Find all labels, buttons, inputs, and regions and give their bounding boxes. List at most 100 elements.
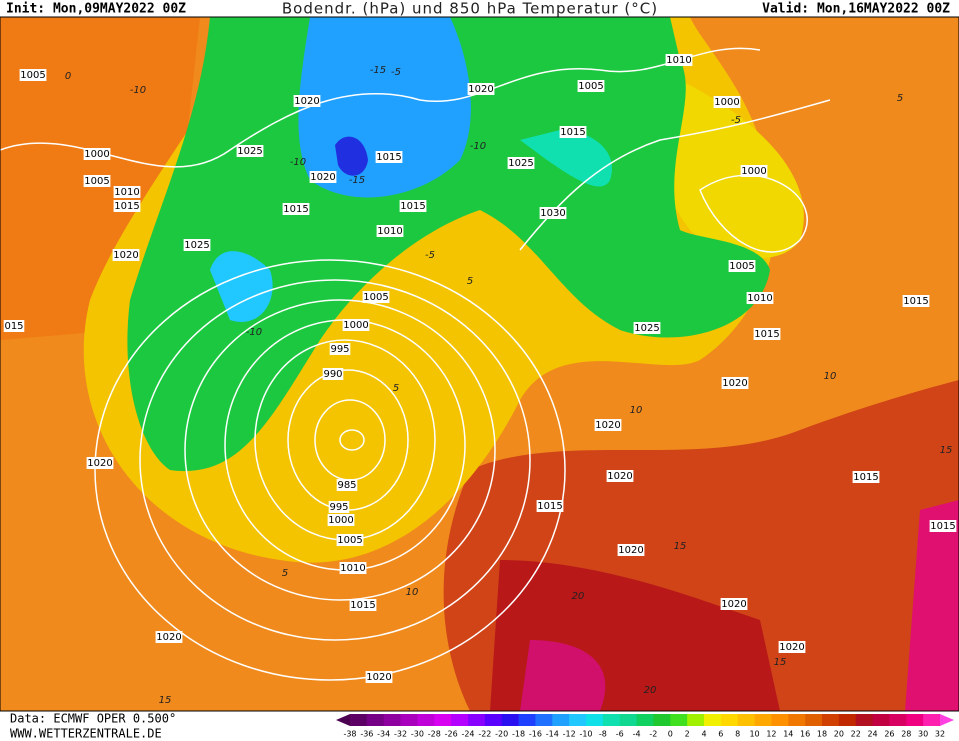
- temperature-label: 5: [897, 93, 903, 104]
- isobar-label: 1015: [903, 296, 928, 307]
- colorbar-segment: [484, 714, 503, 726]
- temperature-label: -10: [470, 141, 486, 152]
- isobar-label-bg: [113, 186, 141, 198]
- isobar-label-bg: [740, 165, 768, 177]
- isobar-label: 1015: [114, 201, 139, 212]
- colorbar-tick-label: -30: [411, 730, 424, 739]
- colorbar-arrow-low: [336, 714, 350, 726]
- isobar-label-bg: [329, 343, 351, 355]
- isobar-label: 1000: [328, 515, 353, 526]
- isobar-label: 1020: [87, 458, 112, 469]
- colorbar-tick-label: -10: [579, 730, 592, 739]
- temperature-label: -5: [731, 115, 741, 126]
- isobar-label-bg: [753, 328, 781, 340]
- isobar-label: 1015: [283, 204, 308, 215]
- init-time: Init: Mon,09MAY2022 00Z: [6, 2, 186, 17]
- colorbar-segment: [720, 714, 739, 726]
- field-extreme: [520, 640, 606, 711]
- colorbar-segment: [653, 714, 671, 726]
- isobar-label-bg: [339, 562, 367, 574]
- colorbar-tick-label: 16: [800, 730, 810, 739]
- isobar-label-bg: [19, 69, 47, 81]
- temperature-label: -15: [349, 175, 365, 186]
- isobar-label-bg: [236, 145, 264, 157]
- isobar-label-bg: [713, 96, 741, 108]
- colorbar-segment: [822, 714, 840, 726]
- isobar-label-bg: [375, 151, 403, 163]
- colorbar-tick-label: -24: [461, 730, 474, 739]
- field-cold-core: [335, 136, 368, 176]
- colorbar-tick-label: -20: [495, 730, 508, 739]
- temperature-label: -10: [130, 85, 146, 96]
- isobar-label-bg: [309, 171, 337, 183]
- isobar-label-bg: [3, 320, 25, 332]
- colorbar-tick-label: 30: [918, 730, 928, 739]
- isobar-label-bg: [365, 671, 393, 683]
- isobar-label-bg: [83, 175, 111, 187]
- colorbar-tick-label: -32: [394, 730, 407, 739]
- isobar-label: 1005: [578, 81, 603, 92]
- map-frame: [0, 16, 959, 712]
- colorbar-arrow-high: [940, 714, 954, 726]
- colorbar-segment: [569, 714, 587, 726]
- isobar-label-bg: [399, 200, 427, 212]
- isobar-label: 1025: [508, 158, 533, 169]
- isobar-label: 1010: [747, 293, 772, 304]
- isobar-label-bg: [778, 641, 806, 653]
- colorbar-tick-label: -6: [616, 730, 624, 739]
- temperature-label: -10: [290, 157, 306, 168]
- colorbar-tick-label: 6: [718, 730, 723, 739]
- field-teal: [520, 130, 612, 187]
- colorbar-tick-label: -4: [633, 730, 641, 739]
- isobar-label-bg: [539, 207, 567, 219]
- colorbar-segment: [619, 714, 638, 726]
- colorbar-segment: [552, 714, 570, 726]
- isobar-label: 990: [323, 369, 342, 380]
- isobar-label: 1020: [468, 84, 493, 95]
- colorbar-tick-label: -2: [649, 730, 657, 739]
- isobar-label: 1005: [20, 70, 45, 81]
- isobar-label: 1015: [560, 127, 585, 138]
- isobar-label: 1015: [400, 201, 425, 212]
- colorbar-segment: [636, 714, 654, 726]
- isobar-label: 1010: [340, 563, 365, 574]
- map-title: Bodendr. (hPa) und 850 hPa Temperatur (°…: [282, 0, 658, 18]
- colorbar-tick-label: 8: [735, 730, 740, 739]
- isobar-label: 1020: [310, 172, 335, 183]
- isobar-label: 1025: [634, 323, 659, 334]
- isobar-label-bg: [721, 377, 749, 389]
- isobar-label: 1015: [754, 329, 779, 340]
- colorbar-segment: [451, 714, 469, 726]
- isobar-label: 1020: [595, 420, 620, 431]
- isobar-label: 1015: [537, 501, 562, 512]
- temperature-label: 15: [159, 695, 172, 706]
- isobar-label-bg: [342, 319, 370, 331]
- colorbar-segment: [417, 714, 435, 726]
- data-source: Data: ECMWF OPER 0.500°: [10, 712, 176, 726]
- isobar-label: 1005: [84, 176, 109, 187]
- isobar-label: 995: [330, 344, 349, 355]
- isobar-label-bg: [327, 514, 355, 526]
- isobar-label: 995: [329, 502, 348, 513]
- isobar-label: 1020: [779, 642, 804, 653]
- isobar-label-bg: [83, 148, 111, 160]
- colorbar-segment: [805, 714, 823, 726]
- isobar-label: 1020: [618, 545, 643, 556]
- isobar-label-bg: [183, 239, 211, 251]
- field-extreme-east: [905, 500, 959, 711]
- colorbar-tick-label: 0: [668, 730, 673, 739]
- colorbar-segment: [350, 714, 368, 726]
- colorbar-segment: [468, 714, 486, 726]
- colorbar-segment: [383, 714, 402, 726]
- isobar-label: 015: [4, 321, 23, 332]
- isobar-label: 1025: [237, 146, 262, 157]
- field-blue: [298, 17, 471, 198]
- isobar-label-bg: [155, 631, 183, 643]
- colorbar-segment: [923, 714, 941, 726]
- isobar-label: 1015: [376, 152, 401, 163]
- temperature-label: -15: [370, 65, 386, 76]
- isobar-label-bg: [376, 225, 404, 237]
- colorbar-tick-label: -22: [478, 730, 491, 739]
- isobar-label: 1020: [294, 96, 319, 107]
